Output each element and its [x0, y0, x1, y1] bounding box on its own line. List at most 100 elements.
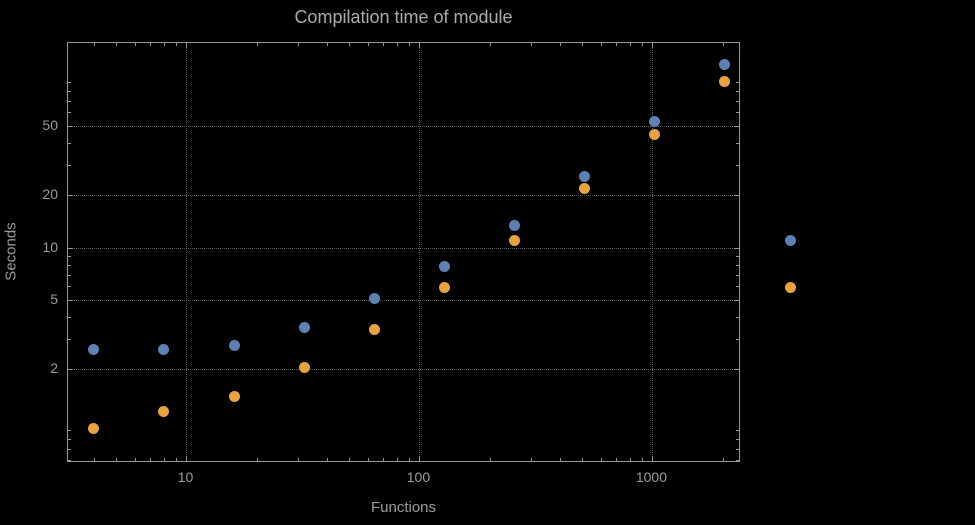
frame-tick [396, 43, 398, 46]
legend-marker-dot [784, 281, 796, 293]
frame-tick [68, 142, 71, 144]
frame-tick [297, 43, 299, 46]
frame-tick [68, 369, 73, 371]
data-point [579, 182, 591, 194]
y-tick-label: 5 [50, 291, 58, 308]
frame-tick [134, 43, 136, 46]
frame-tick [736, 438, 739, 440]
legend-marker-dot [784, 234, 796, 246]
frame-tick [559, 43, 561, 46]
frame-tick [116, 458, 118, 461]
frame-tick [582, 43, 584, 46]
frame-tick [93, 43, 95, 46]
frame-tick [68, 286, 71, 288]
data-point [368, 293, 380, 305]
frame-tick [734, 300, 739, 302]
y-gridline [68, 247, 739, 249]
frame-tick [68, 438, 71, 440]
y-tick-label: 10 [42, 238, 58, 255]
data-point [649, 116, 661, 128]
frame-tick [734, 369, 739, 371]
data-point [228, 339, 240, 351]
frame-tick [616, 458, 618, 461]
frame-tick [736, 274, 739, 276]
frame-tick [629, 458, 631, 461]
frame-tick [530, 43, 532, 46]
frame-tick [68, 300, 73, 302]
frame-tick [582, 458, 584, 461]
frame-tick [349, 43, 351, 46]
frame-tick [68, 195, 73, 197]
frame-tick [326, 43, 328, 46]
frame-tick [408, 43, 410, 46]
frame-tick [150, 43, 152, 46]
frame-tick [68, 81, 71, 83]
frame-tick [68, 460, 71, 462]
frame-tick [629, 43, 631, 46]
x-axis-label: Functions [370, 499, 437, 516]
x-gridline [186, 43, 188, 461]
frame-tick [641, 43, 643, 46]
data-point [649, 128, 661, 140]
frame-tick [186, 43, 188, 48]
frame-tick [326, 458, 328, 461]
y-gridline [68, 195, 739, 197]
frame-tick [134, 458, 136, 461]
frame-tick [116, 43, 118, 46]
frame-tick [600, 458, 602, 461]
frame-tick [419, 456, 421, 461]
data-point [228, 390, 240, 402]
frame-tick [734, 247, 739, 249]
frame-tick [93, 458, 95, 461]
x-tick-label: 10 [177, 469, 194, 485]
data-point [158, 405, 170, 417]
frame-tick [383, 458, 385, 461]
y-gridline [68, 126, 739, 128]
frame-tick [68, 264, 71, 266]
frame-tick [736, 142, 739, 144]
data-point [719, 76, 731, 88]
data-point [509, 235, 521, 247]
frame-tick [349, 458, 351, 461]
frame-tick [367, 458, 369, 461]
frame-tick [68, 429, 71, 431]
frame-tick [736, 164, 739, 166]
frame-tick [68, 448, 71, 450]
data-point [88, 344, 100, 356]
frame-tick [736, 429, 739, 431]
frame-tick [419, 43, 421, 48]
data-point [579, 171, 591, 183]
data-point [88, 422, 100, 434]
frame-tick [68, 255, 71, 257]
frame-tick [68, 112, 71, 114]
frame-tick [68, 100, 71, 102]
data-point [298, 321, 310, 333]
frame-tick [736, 286, 739, 288]
frame-tick [736, 338, 739, 340]
data-point [438, 261, 450, 273]
frame-tick [736, 317, 739, 318]
frame-tick [150, 458, 152, 461]
frame-tick [641, 458, 643, 461]
frame-tick [652, 43, 654, 48]
frame-tick [186, 456, 188, 461]
frame-tick [722, 43, 724, 46]
frame-tick [396, 458, 398, 461]
frame-tick [68, 247, 73, 249]
chart-title: Compilation time of module [294, 7, 513, 27]
frame-tick [489, 43, 491, 46]
frame-tick [722, 458, 724, 461]
frame-tick [163, 43, 165, 46]
frame-tick [652, 456, 654, 461]
frame-tick [68, 338, 71, 340]
frame-tick [736, 112, 739, 114]
frame-tick [559, 458, 561, 461]
frame-tick [408, 458, 410, 461]
plot-area [67, 42, 740, 462]
y-tick-label: 50 [42, 117, 58, 134]
x-tick-label: 100 [406, 469, 431, 485]
frame-tick [256, 43, 258, 46]
frame-tick [736, 448, 739, 450]
x-tick-label: 1000 [635, 469, 667, 485]
